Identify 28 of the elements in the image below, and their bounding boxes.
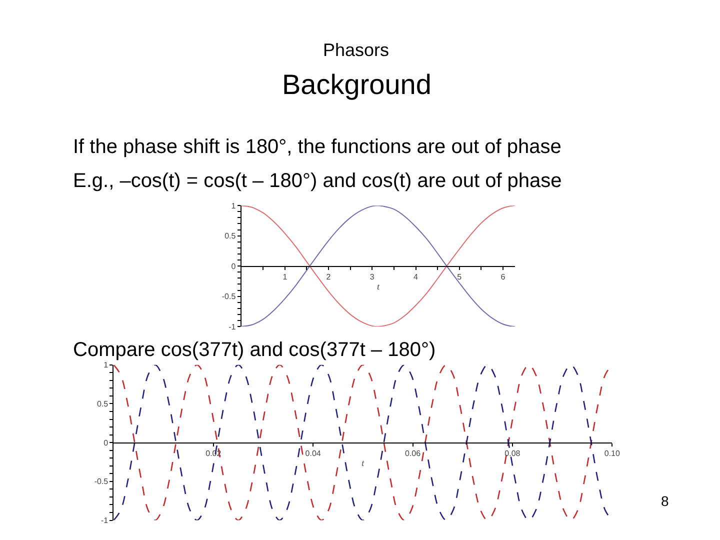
y-tick-label: 0 xyxy=(231,262,236,271)
x-tick-label: 5 xyxy=(457,272,462,282)
text: If the phase shift is 180°, the functions are out of phase xyxy=(73,136,562,158)
y-tick-label: 1 xyxy=(231,201,236,210)
x-tick-label: 3 xyxy=(370,272,375,282)
y-tick-label: -0.5 xyxy=(94,477,109,486)
x-tick-label: 6 xyxy=(500,272,506,282)
y-tick-label: 0.5 xyxy=(96,400,109,409)
x-tick-label: 0.08 xyxy=(504,449,521,458)
x-tick-label: 4 xyxy=(414,272,419,282)
y-tick-label: 0.5 xyxy=(224,232,236,241)
text: 8 xyxy=(661,493,669,509)
x-tick-label: 2 xyxy=(326,272,332,282)
x-axis-title: t xyxy=(376,281,380,292)
y-tick-label: -0.5 xyxy=(222,292,236,302)
x-tick-label: 0.10 xyxy=(604,449,620,458)
chart-title: Compare cos(377t) and cos(377t – 180°) xyxy=(73,339,436,361)
x-tick-label: 0.06 xyxy=(404,449,422,458)
x-tick-label: 0.04 xyxy=(305,449,322,458)
y-tick-label: -1 xyxy=(228,322,236,332)
y-tick-label: 1 xyxy=(104,360,109,370)
x-tick-label: 1 xyxy=(282,272,288,282)
x-axis-title: t xyxy=(362,458,365,468)
text: E.g., –cos(t) = cos(t – 180°) and cos(t) are out of phase xyxy=(73,170,562,192)
chart-title: Background xyxy=(282,69,432,100)
y-tick-label: 0 xyxy=(104,438,109,448)
y-tick-label: -1 xyxy=(100,516,109,526)
chart-subtitle: Phasors xyxy=(323,40,390,60)
